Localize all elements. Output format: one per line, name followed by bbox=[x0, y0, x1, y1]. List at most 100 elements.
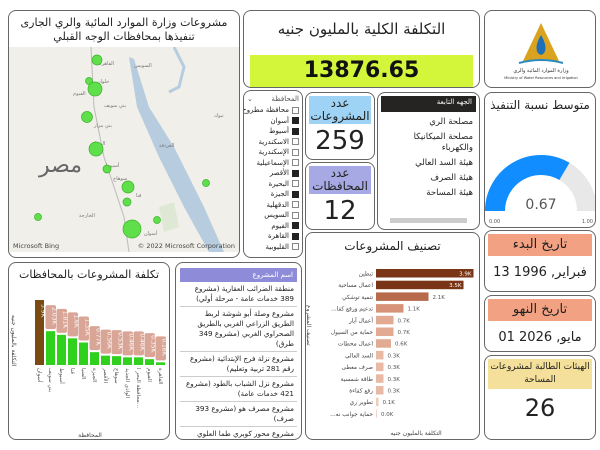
chevron-down-icon[interactable]: ⌄ bbox=[247, 95, 253, 103]
map-canvas[interactable]: مصر القاهرة حلوان الفيوم بني سويف بني مز… bbox=[9, 47, 239, 252]
governorate-option[interactable]: الفيوم bbox=[247, 221, 299, 232]
data-label: 2.1K bbox=[433, 295, 446, 301]
governorates-count-card: عدد المحافظات 12 bbox=[305, 162, 375, 230]
x-tick-label: الوادي الجديد bbox=[124, 368, 130, 399]
gauge-max: 1.00 bbox=[582, 219, 593, 225]
project-list-item[interactable]: مشروع مصرف هو (مشروع 393 صرف) bbox=[180, 402, 297, 427]
checkbox[interactable] bbox=[292, 180, 299, 188]
data-label: 0.1K bbox=[383, 400, 396, 406]
x-tick-label: الفيوم bbox=[146, 368, 152, 382]
governorate-option[interactable]: الإسكندرية bbox=[247, 147, 299, 158]
governorate-option[interactable]: الجيزة bbox=[247, 189, 299, 200]
bar bbox=[134, 357, 143, 365]
project-bubbles[interactable] bbox=[34, 54, 210, 239]
checkbox[interactable] bbox=[292, 138, 299, 146]
governorate-option[interactable]: القليوبية bbox=[247, 242, 299, 253]
data-label: 0.3K bbox=[388, 353, 401, 359]
checkbox[interactable] bbox=[292, 148, 299, 156]
project-list-item[interactable]: مشروع نزلة فرج الإبتدائية (مشروع رقم 281… bbox=[180, 352, 297, 377]
city-label: تبوك bbox=[214, 113, 224, 119]
data-label: 0.7K bbox=[398, 330, 411, 336]
checkbox[interactable] bbox=[292, 106, 299, 114]
governorate-option[interactable]: البحيرة bbox=[247, 179, 299, 190]
x-tick-label: قنا bbox=[69, 368, 75, 374]
bar bbox=[101, 355, 110, 365]
project-list-item[interactable]: مشروع وصلة أبو شوشة لربط الطريق الزراعي … bbox=[180, 307, 297, 352]
data-label: 0.53K bbox=[117, 332, 124, 350]
agency-slicer[interactable]: الجهه التابعة مصلحة الري مصلحة الميكانيكا… bbox=[377, 92, 480, 230]
project-name-list[interactable]: اسم المشروع منطقة الضرائب العقارية (مشرو… bbox=[175, 262, 302, 440]
governorate-option[interactable]: الاسكندرية bbox=[247, 137, 299, 148]
checkbox[interactable] bbox=[292, 159, 299, 167]
y-tick-label: طاقة شمسية bbox=[341, 377, 374, 383]
agency-option[interactable]: هيئة السد العالي bbox=[415, 158, 473, 168]
checkbox[interactable] bbox=[292, 201, 299, 209]
data-label: 2.03K bbox=[51, 307, 58, 325]
bar bbox=[90, 352, 99, 365]
governorate-option[interactable]: الأقصر bbox=[247, 168, 299, 179]
bar bbox=[376, 409, 377, 418]
agency-slicer-header: الجهه التابعة bbox=[381, 96, 476, 112]
data-label: 1.81K bbox=[62, 311, 69, 329]
bubble-aswan bbox=[122, 219, 142, 239]
y-tick-label: صرف مغطى bbox=[342, 365, 374, 371]
project-list-item[interactable]: مشروع محور كوبري طما العلوي على النيل لر… bbox=[180, 427, 297, 439]
project-classification-chart: تصنيف المشروعات تصنيف المشروع تبطين 3.9K اع… bbox=[305, 232, 480, 440]
y-tick-label: اعمال محطات bbox=[338, 342, 373, 348]
bar bbox=[376, 397, 379, 407]
governorate-option-label: الإسماعيلية bbox=[256, 158, 289, 167]
checkbox[interactable] bbox=[292, 232, 299, 240]
checkbox[interactable] bbox=[292, 243, 299, 251]
checkbox[interactable] bbox=[292, 117, 299, 125]
y-tick-label: السد العالي bbox=[345, 353, 373, 359]
governorate-option[interactable]: أسوان bbox=[247, 116, 299, 127]
checkbox[interactable] bbox=[292, 190, 299, 198]
start-date-label: تاريخ البدء bbox=[488, 234, 592, 256]
bubble-luxor bbox=[122, 197, 132, 207]
governorate-option-label: محافظة مطروح bbox=[243, 106, 289, 115]
city-label: بني سويف bbox=[104, 103, 126, 109]
start-date-value: فبراير, 1996 13 bbox=[493, 265, 587, 280]
project-list-item[interactable]: منطقة الضرائب العقارية (مشروع 389 خدمات … bbox=[180, 282, 297, 307]
bar bbox=[57, 334, 66, 365]
country-label: مصر bbox=[38, 153, 82, 178]
y-tick-label: ...تدعيم ورفع كفا bbox=[331, 306, 373, 313]
data-label-bg bbox=[111, 330, 122, 355]
governorate-slicer[interactable]: المحافظة ⌄ محافظة مطروح أسوان أسيوط الاسكند… bbox=[243, 90, 303, 258]
governorate-option[interactable]: الإسماعيلية bbox=[247, 158, 299, 169]
checkbox[interactable] bbox=[292, 211, 299, 219]
agency-option[interactable]: مصلحة الميكانيكا والكهرباء bbox=[413, 132, 473, 153]
governorate-option[interactable]: أسيوط bbox=[247, 126, 299, 137]
data-label: 3.9K bbox=[40, 304, 47, 319]
data-label-bg bbox=[122, 331, 133, 356]
bar bbox=[68, 338, 77, 365]
agency-option[interactable]: هيئة المساحة bbox=[426, 188, 473, 198]
governorate-option[interactable]: الدقهلية bbox=[247, 200, 299, 211]
governorate-option[interactable]: القاهرة bbox=[247, 231, 299, 242]
bar bbox=[376, 304, 404, 313]
checkbox[interactable] bbox=[292, 222, 299, 230]
governorate-cost-chart: تكلفة المشروعات بالمحافظات التكلفة بالمل… bbox=[8, 262, 170, 440]
governorate-option[interactable]: محافظة مطروح bbox=[244, 105, 299, 116]
bubble-new-valley bbox=[34, 213, 42, 221]
checkbox[interactable] bbox=[292, 169, 299, 177]
projects-map[interactable]: مشروعات وزارة الموارد المائية والري الجا… bbox=[8, 10, 240, 258]
y-tick-label: تبطين bbox=[359, 272, 374, 278]
end-date-card: تاريخ النهو مايو, 2026 01 bbox=[484, 295, 596, 352]
agency-option[interactable]: هيئة الصرف bbox=[430, 173, 473, 183]
data-label: 0.7K bbox=[398, 318, 411, 324]
project-list-item[interactable]: مشروع نزل الشباب بالطود (مشروع 421 خدمات… bbox=[180, 377, 297, 402]
governorate-option[interactable]: السويس bbox=[247, 210, 299, 221]
chart-title: تصنيف المشروعات bbox=[344, 239, 441, 253]
horizontal-scrollbar[interactable] bbox=[390, 218, 467, 223]
total-cost-title: التكلفة الكلية بالمليون جنيه bbox=[277, 20, 446, 38]
data-label: 0.46K bbox=[128, 333, 135, 351]
slicer-header: المحافظة bbox=[271, 95, 299, 103]
agency-option[interactable]: مصلحة الري bbox=[429, 117, 473, 127]
gauge-title: متوسط نسبة التنفيذ bbox=[490, 98, 590, 112]
data-label-bg bbox=[133, 331, 144, 356]
city-label: بني مزار bbox=[93, 123, 112, 129]
governorate-option-label: القليوبية bbox=[265, 242, 289, 251]
checkbox[interactable] bbox=[292, 127, 299, 135]
x-tick-label: محافظة البحر ا... bbox=[135, 368, 141, 408]
